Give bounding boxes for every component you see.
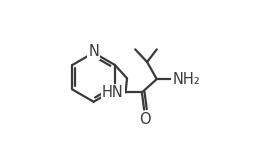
Text: N: N (88, 44, 99, 59)
Text: O: O (139, 112, 151, 127)
Text: HN: HN (102, 85, 124, 100)
Text: NH₂: NH₂ (172, 72, 200, 87)
